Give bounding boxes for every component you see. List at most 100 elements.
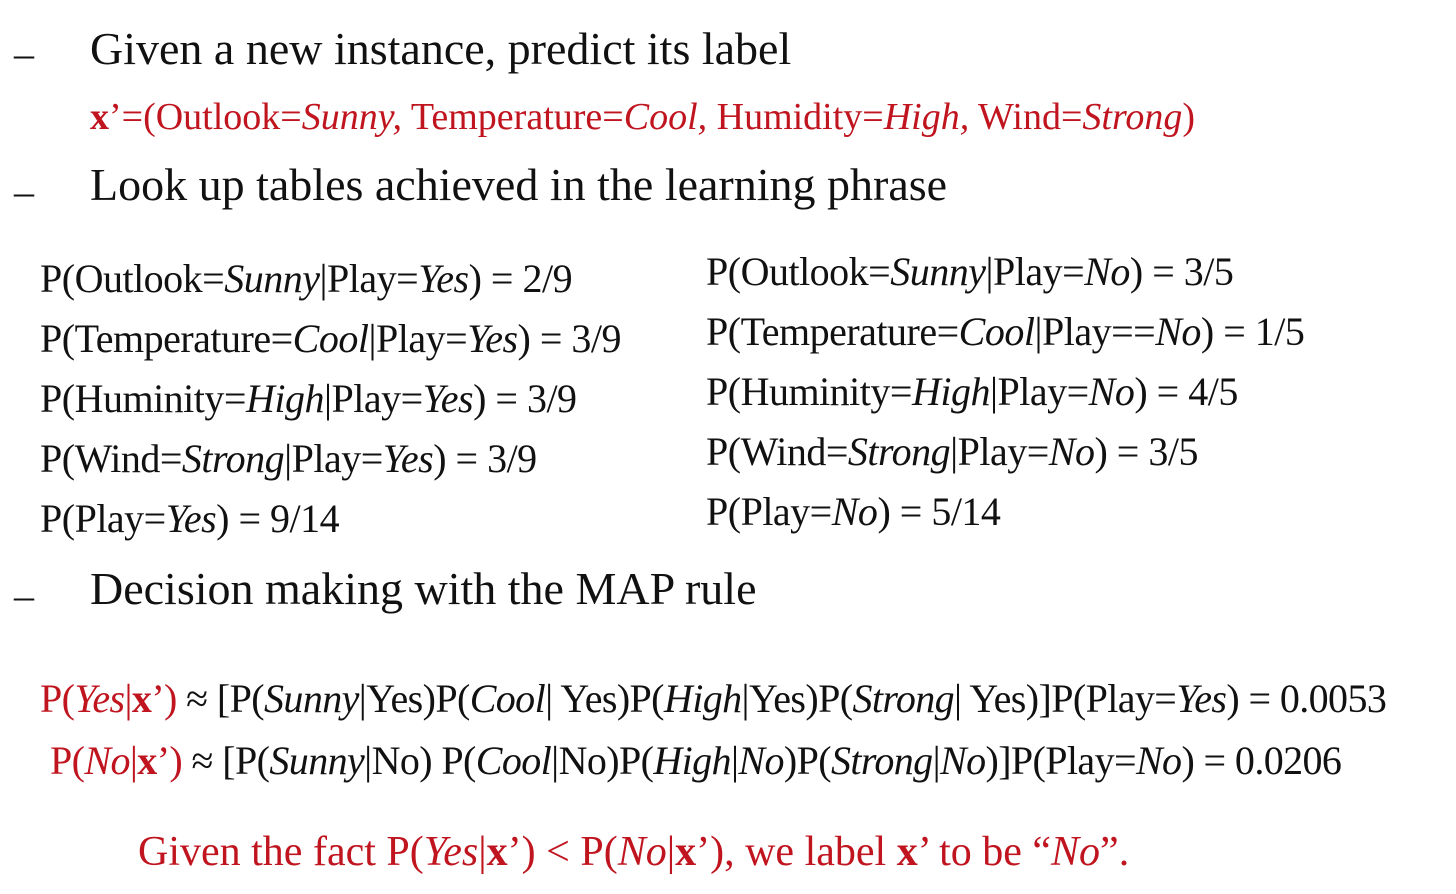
new-instance-line: x’=(Outlook=Sunny, Temperature=Cool, Hum… [90,95,1195,139]
c-text: Given the fact P( [138,829,424,875]
row-post: ) = 3/5 [1094,429,1198,474]
row-cls: No [1088,369,1135,414]
f-result: ) = 0.0053 [1226,676,1387,721]
table-row-yes-outlook: P(Outlook=Sunny|Play=Yes) = 2/9 [40,255,573,302]
instance-temp: Temperature= [402,96,624,138]
f-term: High [663,676,742,721]
instance-x: x [90,96,109,138]
row-post: ) = 3/9 [473,376,577,421]
instance-prime-eq: ’=(Outlook= [109,96,302,138]
row-pre: P(Huminity= [40,376,246,421]
f-term: Cool [475,738,552,783]
table-row-yes-prior: P(Play=Yes) = 9/14 [40,495,340,542]
row-val: Cool [292,316,369,361]
row-val: Sunny [890,249,986,294]
f-close: ’) [156,738,183,783]
row-cls: No [831,489,878,534]
row-val: High [245,376,325,421]
f-term: |No)P( [551,738,654,783]
f-bar: | [124,676,132,721]
instance-strong: Strong [1082,96,1183,138]
f-term: Sunny [264,676,359,721]
c-text: ”. [1100,829,1130,875]
table-row-no-humidity: P(Huminity=High|Play=No) = 4/5 [706,368,1238,415]
bullet-lookup-tables: Look up tables achieved in the learning … [90,159,948,210]
f-cls: No [84,738,130,783]
row-post: ) = 5/14 [877,489,1001,534]
row-pre: P(Play= [706,489,832,534]
row-pre: P(Wind= [706,429,848,474]
bullet-predict-label: Given a new instance, predict its label [90,23,792,74]
row-pre: P(Huminity= [706,369,912,414]
c-x: x [896,829,918,875]
c-text: ’) < P( [507,829,618,875]
row-val: Strong [181,436,285,481]
instance-hum: Humidity= [707,96,884,138]
f-term: Strong [830,738,933,783]
c-bar: | [478,829,487,875]
row-post: ) = 1/5 [1200,309,1305,354]
f-close: ’) [151,676,177,721]
f-term: |Yes)P( [358,676,471,721]
f-term: | [730,738,739,783]
bullet-map-rule: Decision making with the MAP rule [90,563,757,614]
c-bar: | [666,829,676,875]
f-term: No [1135,738,1182,783]
row-cls: No [1084,249,1130,294]
c-label: No [1051,829,1101,875]
f-cls: Yes [74,676,125,721]
table-row-no-wind: P(Wind=Strong|Play=No) = 3/5 [706,428,1198,475]
f-term: Sunny [269,738,365,783]
row-mid: |Play= [368,316,468,361]
row-post: ) = 3/9 [517,316,622,361]
table-row-no-temperature: P(Temperature=Cool|Play==No) = 1/5 [706,308,1305,355]
c-yes: Yes [423,829,479,875]
c-x: x [486,829,508,875]
table-row-no-outlook: P(Outlook=Sunny|Play=No) = 3/5 [706,248,1234,295]
table-row-yes-temperature: P(Temperature=Cool|Play=Yes) = 3/9 [40,315,622,362]
f-term: High [653,738,731,783]
row-mid: |Play= [989,369,1089,414]
c-text: ’ to be “ [917,829,1052,875]
row-mid: |Play= [319,256,419,301]
map-formula-no: P(No|x’) ≈ [P(Sunny|No) P(Cool|No)P(High… [50,737,1342,784]
row-val: Cool [958,309,1035,354]
f-p: P( [50,738,85,783]
table-row-yes-humidity: P(Huminity=High|Play=Yes) = 3/9 [40,375,577,422]
row-post: ) = 3/5 [1129,249,1234,294]
f-term: No [738,738,784,783]
row-pre: P(Temperature= [40,316,293,361]
c-text: ’), we label [696,829,897,875]
f-term: |Yes)P( [741,676,854,721]
f-rest: ≈ [P( [182,738,270,783]
table-row-yes-wind: P(Wind=Strong|Play=Yes) = 3/9 [40,435,537,482]
instance-cool: Cool, [623,96,708,138]
instance-sunny: Sunny, [301,96,403,138]
row-val: Strong [847,429,951,474]
row-mid: |Play= [950,429,1049,474]
row-val: Sunny [224,256,320,301]
row-cls: No [1155,309,1201,354]
row-cls: Yes [467,316,518,361]
bullet-dash-2: – [14,169,34,214]
row-post: ) = 4/5 [1134,369,1238,414]
f-term: )]P(Play= [985,738,1136,783]
f-x: x [137,738,157,783]
f-bar: | [129,738,138,783]
row-pre: P(Wind= [40,436,182,481]
row-mid: |Play= [985,249,1085,294]
c-no: No [617,829,667,875]
row-pre: P(Outlook= [40,256,225,301]
f-term: |No) P( [364,738,476,783]
row-mid: |Play= [323,376,423,421]
row-pre: P(Outlook= [706,249,891,294]
row-cls: Yes [418,256,469,301]
f-term: | [932,738,941,783]
f-x: x [131,676,152,721]
row-pre: P(Temperature= [706,309,959,354]
map-formula-yes: P(Yes|x’) ≈ [P(Sunny|Yes)P(Cool| Yes)P(H… [40,675,1387,722]
instance-close: ) [1182,96,1195,138]
f-term: Strong [852,676,955,721]
bullet-dash-3: – [14,573,34,618]
c-x: x [675,829,697,875]
